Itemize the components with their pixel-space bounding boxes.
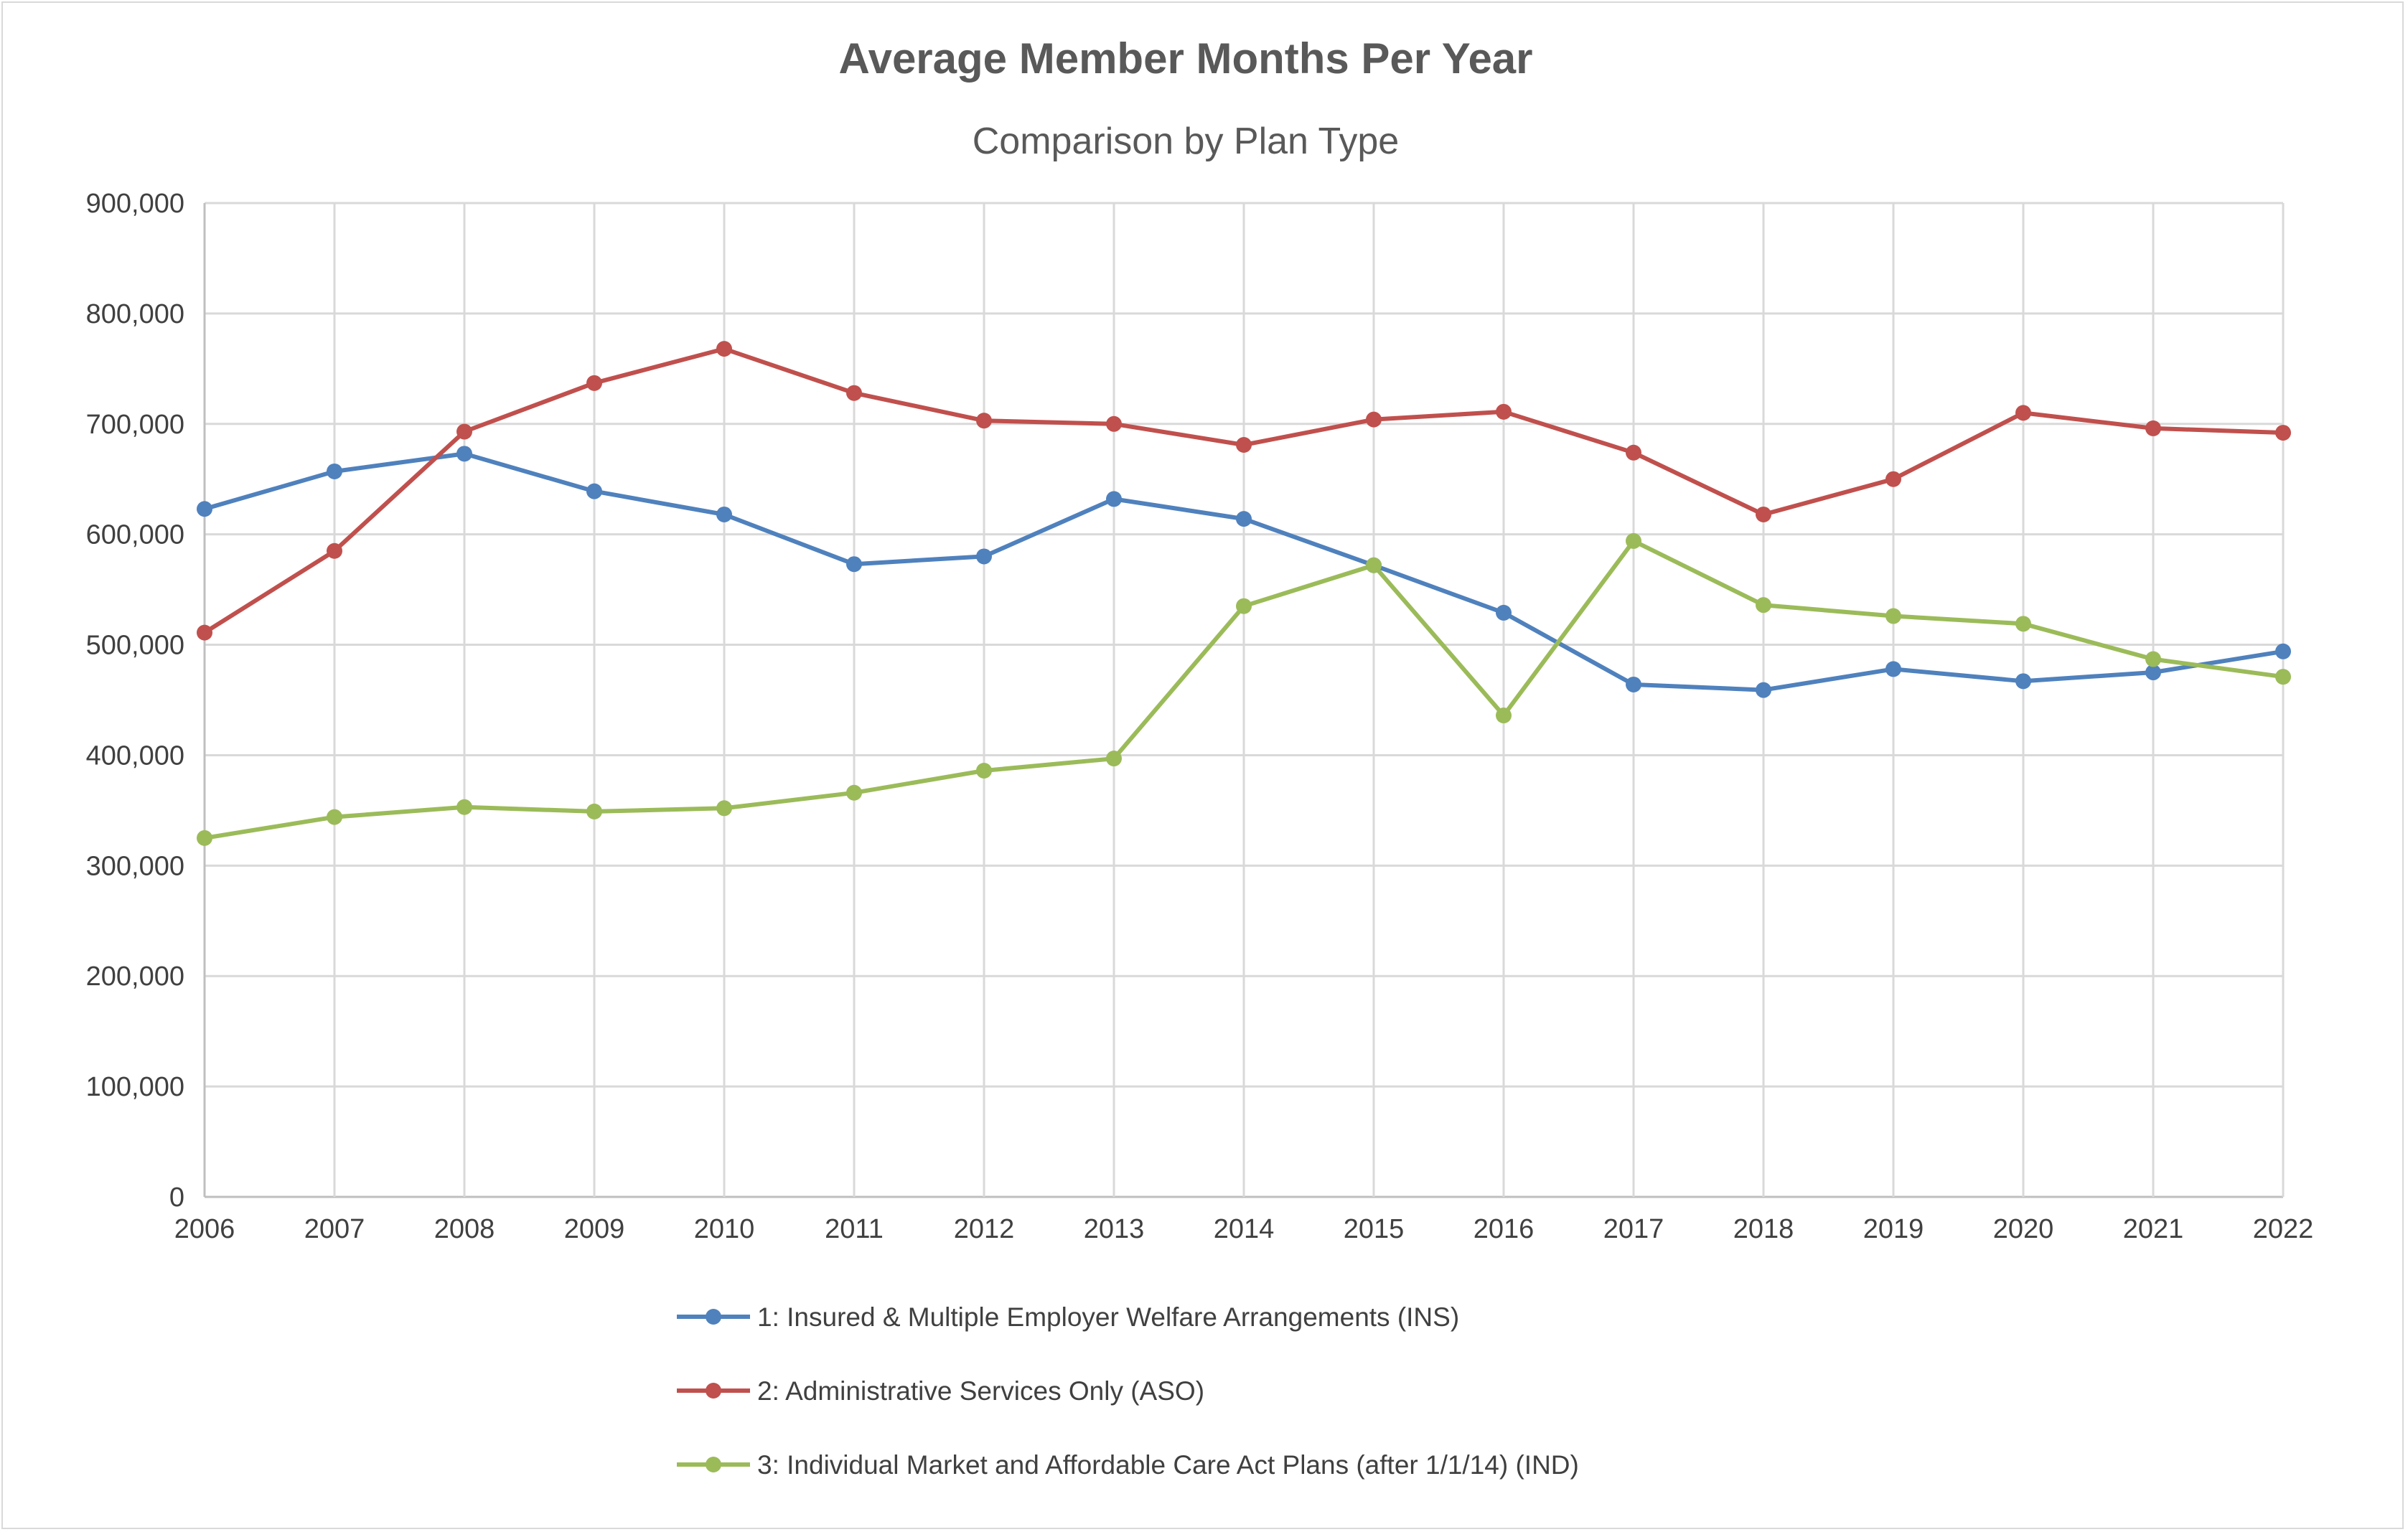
data-point-series-2 xyxy=(586,375,602,391)
data-point-series-2 xyxy=(1106,415,1122,432)
data-point-series-2 xyxy=(1756,506,1771,522)
data-point-series-1 xyxy=(1756,682,1771,698)
data-point-series-1 xyxy=(1885,661,1901,677)
y-tick-label: 0 xyxy=(169,1183,184,1213)
x-tick-label: 2012 xyxy=(954,1214,1015,1244)
chart-subtitle: Comparison by Plan Type xyxy=(973,121,1399,162)
plot-grid xyxy=(203,202,2285,1198)
data-point-series-3 xyxy=(327,809,342,825)
x-tick-label: 2018 xyxy=(1733,1214,1794,1244)
legend-swatch-marker xyxy=(706,1457,721,1472)
legend-label: 2: Administrative Services Only (ASO) xyxy=(757,1376,1204,1406)
data-point-series-1 xyxy=(197,501,212,517)
data-point-series-3 xyxy=(1756,597,1771,614)
legend-entry-3: 3: Individual Market and Affordable Care… xyxy=(677,1450,1579,1480)
y-tick-label: 200,000 xyxy=(86,962,184,992)
data-point-series-1 xyxy=(1626,676,1641,692)
data-point-series-1 xyxy=(1236,511,1252,527)
legend-entry-2: 2: Administrative Services Only (ASO) xyxy=(677,1376,1204,1406)
data-point-series-3 xyxy=(2275,669,2291,685)
x-axis-tick-labels: 2006 2007 2008 2009 2010 2011 2012 2013 2014 2015… xyxy=(174,1214,2314,1244)
data-point-series-1 xyxy=(1496,604,1512,621)
y-axis-tick-labels: 0 100,000 200,000 300,000 400,000 500,000 600,… xyxy=(86,189,184,1213)
data-point-series-1 xyxy=(327,463,342,479)
x-tick-label: 2015 xyxy=(1344,1214,1405,1244)
data-point-series-1 xyxy=(2275,643,2291,659)
x-tick-label: 2007 xyxy=(304,1214,365,1244)
data-point-series-2 xyxy=(1236,437,1252,454)
data-point-series-1 xyxy=(2015,673,2031,690)
y-tick-label: 100,000 xyxy=(86,1072,184,1102)
x-tick-label: 2013 xyxy=(1084,1214,1145,1244)
data-point-series-2 xyxy=(846,385,862,401)
data-point-series-3 xyxy=(716,800,732,817)
x-tick-label: 2020 xyxy=(1993,1214,2054,1244)
y-tick-label: 600,000 xyxy=(86,520,184,550)
data-point-series-3 xyxy=(2145,651,2161,667)
x-tick-label: 2008 xyxy=(434,1214,495,1244)
legend-swatch-marker xyxy=(706,1383,721,1399)
data-point-series-2 xyxy=(1626,444,1641,461)
data-point-series-2 xyxy=(1496,403,1512,420)
y-tick-label: 300,000 xyxy=(86,851,184,881)
y-tick-label: 800,000 xyxy=(86,299,184,329)
y-tick-label: 700,000 xyxy=(86,410,184,440)
chart-legend: 1: Insured & Multiple Employer Welfare A… xyxy=(677,1302,1579,1480)
x-tick-label: 2022 xyxy=(2253,1214,2314,1244)
data-point-series-3 xyxy=(586,803,602,819)
x-tick-label: 2014 xyxy=(1214,1214,1275,1244)
x-tick-label: 2016 xyxy=(1474,1214,1535,1244)
data-point-series-3 xyxy=(456,799,472,815)
data-point-series-2 xyxy=(2015,405,2031,421)
data-point-series-1 xyxy=(716,506,732,522)
data-point-series-2 xyxy=(197,624,212,641)
data-point-series-2 xyxy=(2275,425,2291,441)
x-tick-label: 2017 xyxy=(1603,1214,1664,1244)
data-point-series-3 xyxy=(1106,751,1122,767)
data-point-series-1 xyxy=(586,483,602,499)
y-tick-label: 500,000 xyxy=(86,631,184,661)
data-point-series-2 xyxy=(976,413,992,429)
data-point-series-1 xyxy=(1106,491,1122,507)
x-tick-label: 2011 xyxy=(825,1214,884,1244)
data-point-series-3 xyxy=(1496,708,1512,724)
x-tick-label: 2006 xyxy=(174,1214,235,1244)
legend-label: 1: Insured & Multiple Employer Welfare A… xyxy=(757,1302,1459,1332)
data-point-series-2 xyxy=(456,423,472,440)
x-tick-label: 2021 xyxy=(2123,1214,2184,1244)
y-tick-label: 900,000 xyxy=(86,189,184,219)
data-point-series-1 xyxy=(976,548,992,565)
legend-label: 3: Individual Market and Affordable Care… xyxy=(757,1450,1579,1480)
series-markers xyxy=(197,341,2291,846)
legend-entry-1: 1: Insured & Multiple Employer Welfare A… xyxy=(677,1302,1459,1332)
data-point-series-3 xyxy=(1236,598,1252,614)
data-point-series-1 xyxy=(846,556,862,573)
data-point-series-1 xyxy=(2145,664,2161,681)
data-point-series-2 xyxy=(2145,420,2161,436)
data-point-series-3 xyxy=(2015,616,2031,632)
data-point-series-3 xyxy=(846,784,862,801)
data-point-series-1 xyxy=(456,446,472,462)
data-point-series-3 xyxy=(197,830,212,846)
chart-title: Average Member Months Per Year xyxy=(838,34,1532,83)
data-point-series-3 xyxy=(1626,532,1641,549)
data-point-series-2 xyxy=(1366,411,1382,428)
data-point-series-2 xyxy=(327,542,342,559)
data-point-series-3 xyxy=(1885,608,1901,624)
legend-swatch-marker xyxy=(706,1309,721,1325)
x-tick-label: 2019 xyxy=(1863,1214,1924,1244)
x-tick-label: 2010 xyxy=(694,1214,755,1244)
data-point-series-2 xyxy=(716,341,732,357)
data-point-series-2 xyxy=(1885,471,1901,487)
x-tick-label: 2009 xyxy=(564,1214,625,1244)
data-point-series-3 xyxy=(976,762,992,779)
y-tick-label: 400,000 xyxy=(86,741,184,771)
data-point-series-3 xyxy=(1366,557,1382,573)
